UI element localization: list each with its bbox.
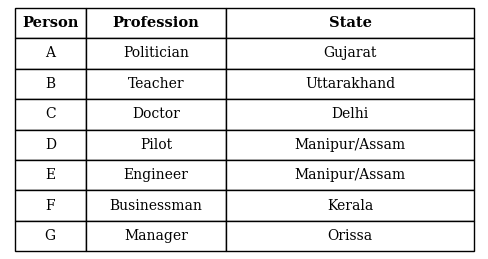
Text: Uttarakhand: Uttarakhand [305, 77, 394, 91]
Text: Profession: Profession [112, 16, 199, 30]
Bar [15, 130, 86, 160]
Text: G: G [44, 229, 56, 243]
Bar [225, 38, 473, 69]
Bar [86, 69, 225, 99]
Bar [86, 8, 225, 38]
Text: Manipur/Assam: Manipur/Assam [294, 138, 405, 152]
Text: Person: Person [22, 16, 78, 30]
Text: Politician: Politician [123, 46, 188, 60]
Bar [15, 69, 86, 99]
Bar [15, 221, 86, 251]
Text: F: F [45, 199, 55, 213]
Bar [225, 99, 473, 130]
Text: E: E [45, 168, 55, 182]
Bar [225, 190, 473, 221]
Bar [86, 99, 225, 130]
Bar [225, 160, 473, 190]
Bar [15, 160, 86, 190]
Text: Manager: Manager [124, 229, 187, 243]
Text: A: A [45, 46, 55, 60]
Bar [15, 99, 86, 130]
Text: Manipur/Assam: Manipur/Assam [294, 168, 405, 182]
Text: Doctor: Doctor [132, 107, 180, 121]
Bar [225, 130, 473, 160]
Bar [86, 221, 225, 251]
Text: Orissa: Orissa [327, 229, 372, 243]
Bar [225, 8, 473, 38]
Bar [86, 130, 225, 160]
Text: Engineer: Engineer [123, 168, 188, 182]
Text: Businessman: Businessman [109, 199, 202, 213]
Text: Pilot: Pilot [140, 138, 172, 152]
Text: B: B [45, 77, 55, 91]
Bar [15, 190, 86, 221]
Text: C: C [45, 107, 56, 121]
Text: D: D [45, 138, 56, 152]
Bar [15, 8, 86, 38]
Bar [225, 221, 473, 251]
Bar [15, 38, 86, 69]
Text: Delhi: Delhi [331, 107, 368, 121]
Bar [86, 190, 225, 221]
Text: Teacher: Teacher [127, 77, 184, 91]
Bar [86, 160, 225, 190]
Text: Kerala: Kerala [326, 199, 372, 213]
Text: State: State [328, 16, 371, 30]
Bar [225, 69, 473, 99]
Text: Gujarat: Gujarat [323, 46, 376, 60]
Bar [86, 38, 225, 69]
